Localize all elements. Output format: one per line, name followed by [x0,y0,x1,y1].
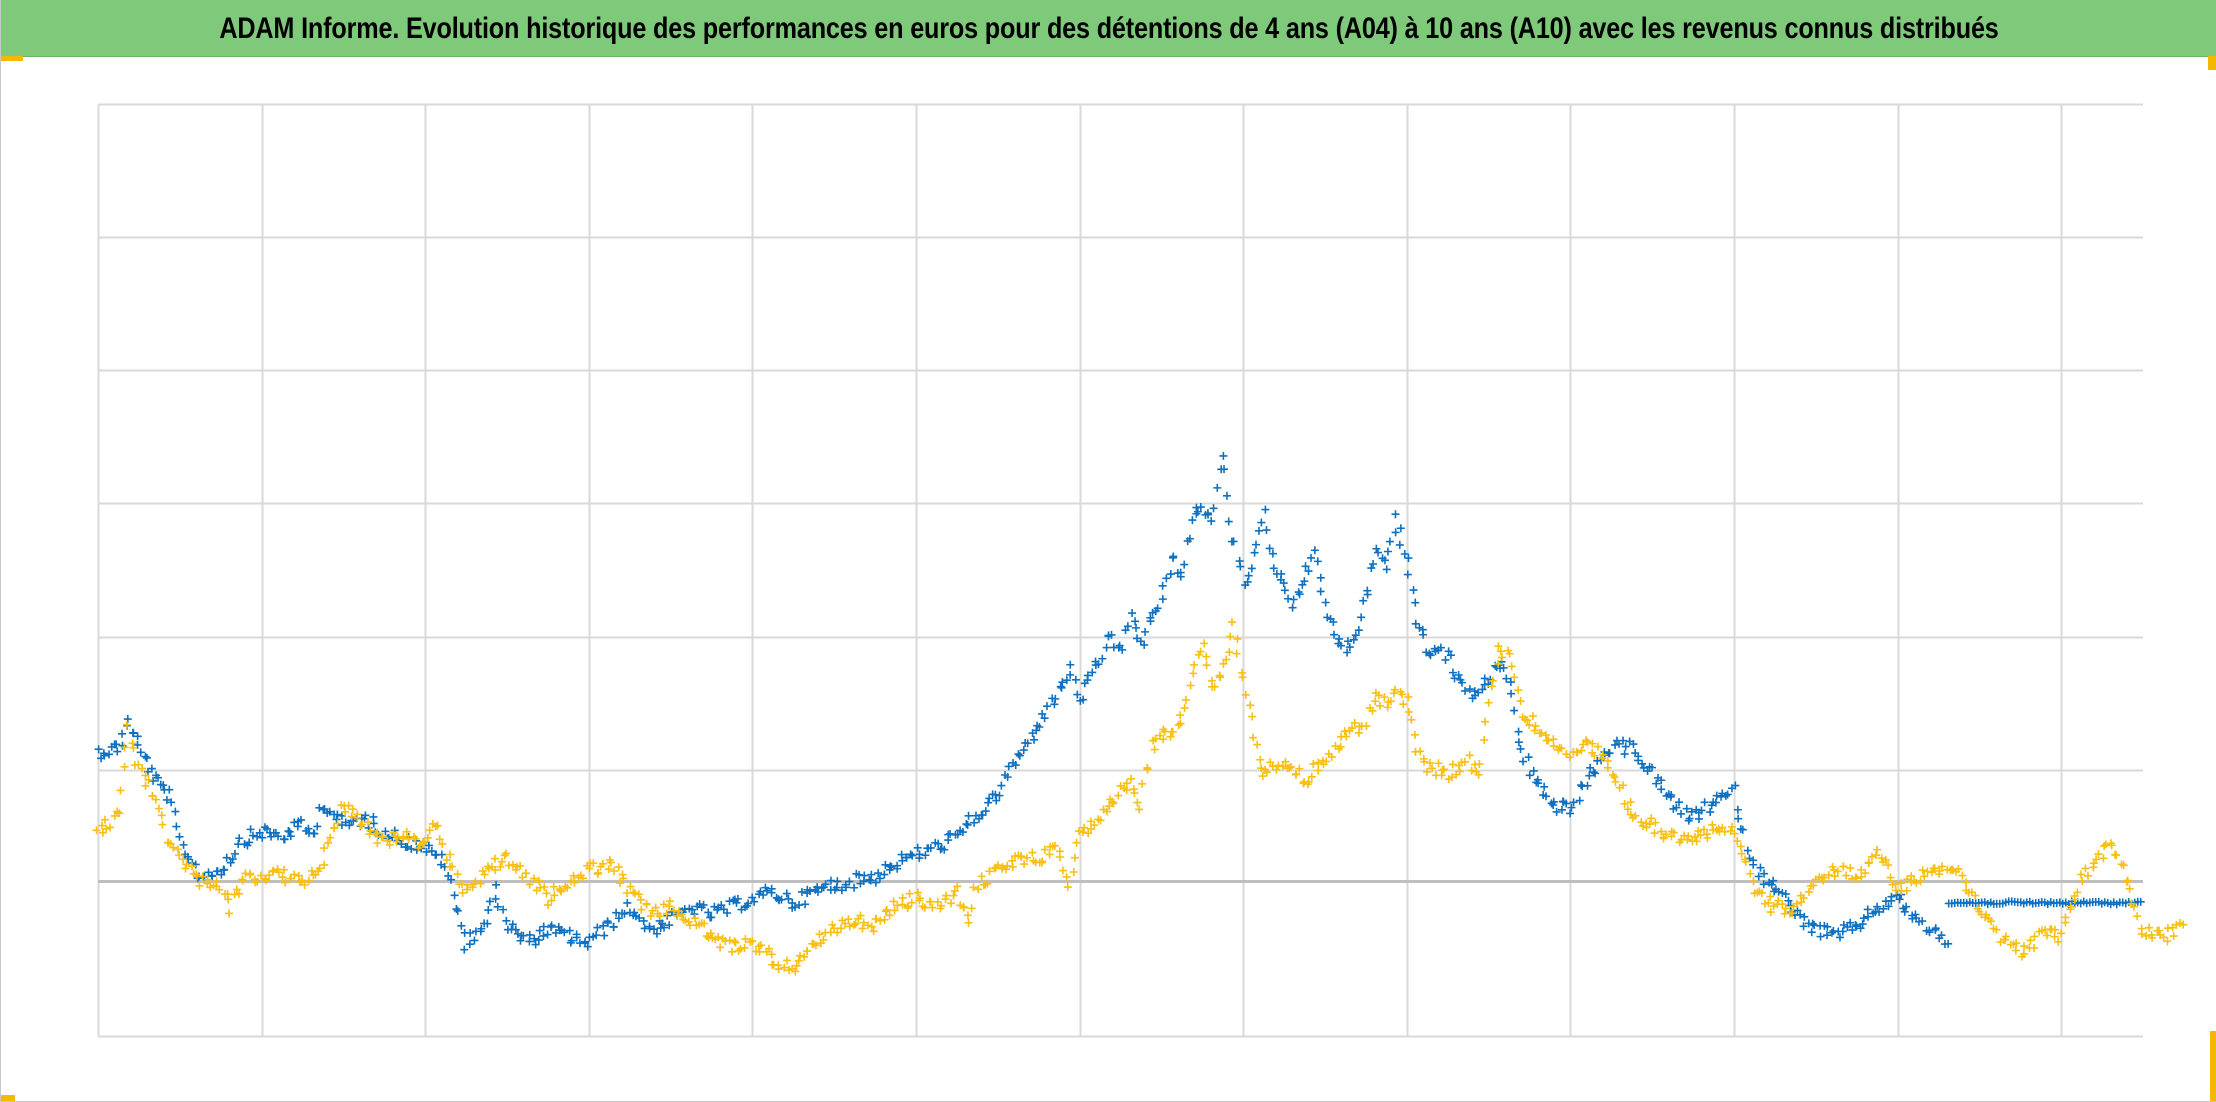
data-series-0 [94,451,1953,954]
title-bar: ADAM Informe. Evolution historique des p… [1,0,2216,57]
corner-accent-bottom-left [1,1095,15,1101]
series-plus-markers [92,618,2188,976]
chart-title: ADAM Informe. Evolution historique des p… [219,12,1999,45]
corner-accent-top-left [1,56,23,61]
gridlines [97,103,2143,1038]
corner-accent-bottom-right [2210,1031,2216,1101]
data-series-1 [1944,897,2145,909]
data-series-2 [92,618,2188,976]
series-plus-markers [1944,897,2145,909]
series-plus-markers [94,451,1953,954]
corner-accent-top-right [2208,56,2216,70]
